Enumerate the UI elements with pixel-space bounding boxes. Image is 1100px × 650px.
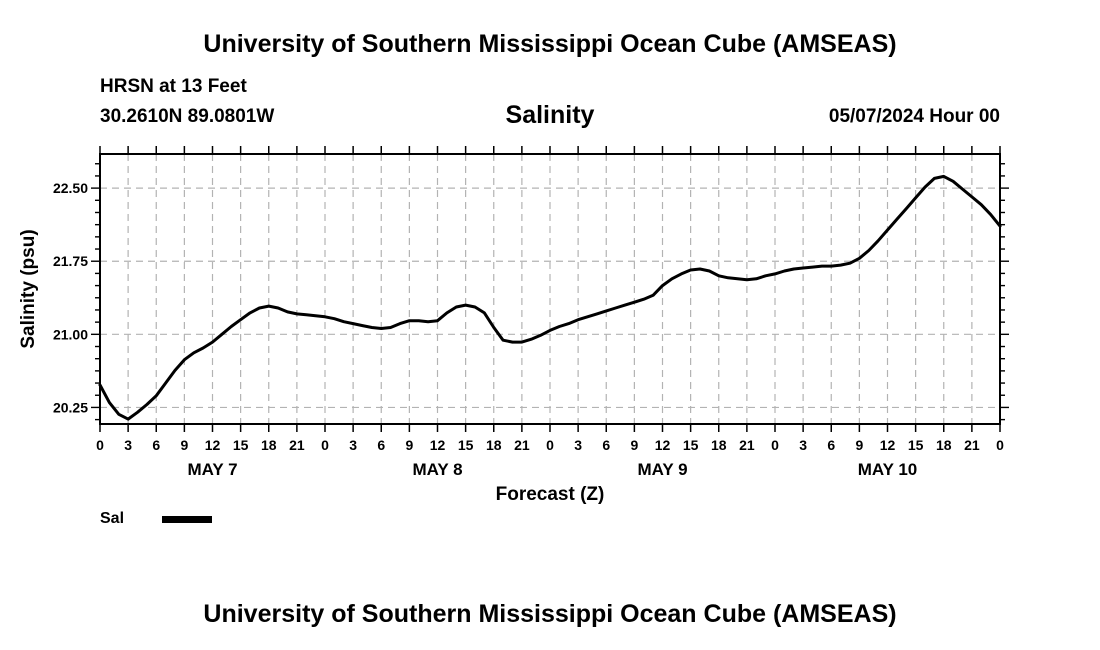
legend-swatch: [162, 516, 212, 523]
x-tick-label: 3: [124, 437, 132, 453]
station-label: HRSN at 13 Feet: [100, 76, 247, 97]
x-tick-label: 6: [377, 437, 385, 453]
x-tick-label: 12: [430, 437, 446, 453]
x-tick-label: 15: [458, 437, 474, 453]
x-tick-label: 18: [936, 437, 952, 453]
x-tick-label: 21: [514, 437, 530, 453]
x-tick-label: 12: [205, 437, 221, 453]
x-tick-label: 15: [233, 437, 249, 453]
x-tick-label: 0: [771, 437, 779, 453]
x-tick-label: 3: [799, 437, 807, 453]
y-tick-label: 20.25: [53, 399, 88, 415]
x-tick-label: 12: [880, 437, 896, 453]
day-label: MAY 8: [412, 460, 462, 479]
x-tick-label: 15: [908, 437, 924, 453]
x-tick-label: 12: [655, 437, 671, 453]
x-tick-label: 0: [321, 437, 329, 453]
y-tick-label: 22.50: [53, 180, 88, 196]
forecast-datetime: 05/07/2024 Hour 00: [828, 106, 1000, 127]
day-label: MAY 7: [187, 460, 237, 479]
x-axis-label: Forecast (Z): [496, 484, 605, 505]
footer-title: University of Southern Mississippi Ocean…: [203, 600, 897, 628]
x-tick-label: 6: [152, 437, 160, 453]
x-tick-label: 0: [546, 437, 554, 453]
x-tick-label: 18: [486, 437, 502, 453]
chart-title: Salinity: [505, 101, 595, 129]
x-tick-label: 9: [180, 437, 188, 453]
x-tick-label: 9: [630, 437, 638, 453]
day-label: MAY 10: [858, 460, 918, 479]
x-tick-label: 3: [574, 437, 582, 453]
x-tick-label: 0: [996, 437, 1004, 453]
x-tick-label: 0: [96, 437, 104, 453]
salinity-line: [98, 174, 1002, 421]
x-tick-label: 21: [289, 437, 305, 453]
x-tick-label: 21: [964, 437, 980, 453]
x-tick-label: 9: [405, 437, 413, 453]
x-tick-label: 6: [602, 437, 610, 453]
y-axis-label: Salinity (psu): [18, 229, 39, 348]
day-label: MAY 9: [637, 460, 687, 479]
y-tick-label: 21.75: [53, 253, 88, 269]
x-tick-label: 15: [683, 437, 699, 453]
y-tick-label: 21.00: [53, 326, 88, 342]
page-title: University of Southern Mississippi Ocean…: [203, 30, 897, 58]
legend-label: Sal: [100, 510, 125, 527]
x-tick-label: 9: [855, 437, 863, 453]
x-tick-label: 6: [827, 437, 835, 453]
x-tick-label: 3: [349, 437, 357, 453]
station-coordinates: 30.2610N 89.0801W: [100, 106, 275, 127]
x-tick-label: 21: [739, 437, 755, 453]
x-tick-label: 18: [711, 437, 727, 453]
x-tick-label: 18: [261, 437, 277, 453]
